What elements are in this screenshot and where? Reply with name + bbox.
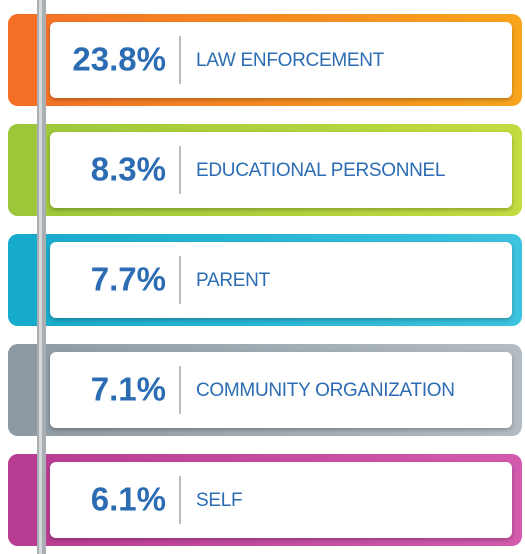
label: EDUCATIONAL PERSONNEL xyxy=(196,160,445,181)
band-tab xyxy=(8,234,38,326)
card xyxy=(50,352,512,428)
percent: 7.7% xyxy=(91,261,166,298)
percent: 6.1% xyxy=(91,481,166,518)
label: SELF xyxy=(196,490,242,511)
band-tab xyxy=(8,344,38,436)
label: PARENT xyxy=(196,270,271,291)
band-tab xyxy=(8,14,38,106)
card xyxy=(50,462,512,538)
card xyxy=(50,22,512,98)
card xyxy=(50,242,512,318)
card xyxy=(50,132,512,208)
label: COMMUNITY ORGANIZATION xyxy=(196,380,455,401)
label: LAW ENFORCEMENT xyxy=(196,50,385,71)
percent: 23.8% xyxy=(72,41,166,78)
band-tab xyxy=(8,454,38,546)
band-tab xyxy=(8,124,38,216)
percent: 7.1% xyxy=(91,371,166,408)
pole-highlight xyxy=(39,0,42,554)
cards: 23.8% LAW ENFORCEMENT 8.3% EDUCATIONAL PERS… xyxy=(50,22,512,538)
percent: 8.3% xyxy=(91,151,166,188)
